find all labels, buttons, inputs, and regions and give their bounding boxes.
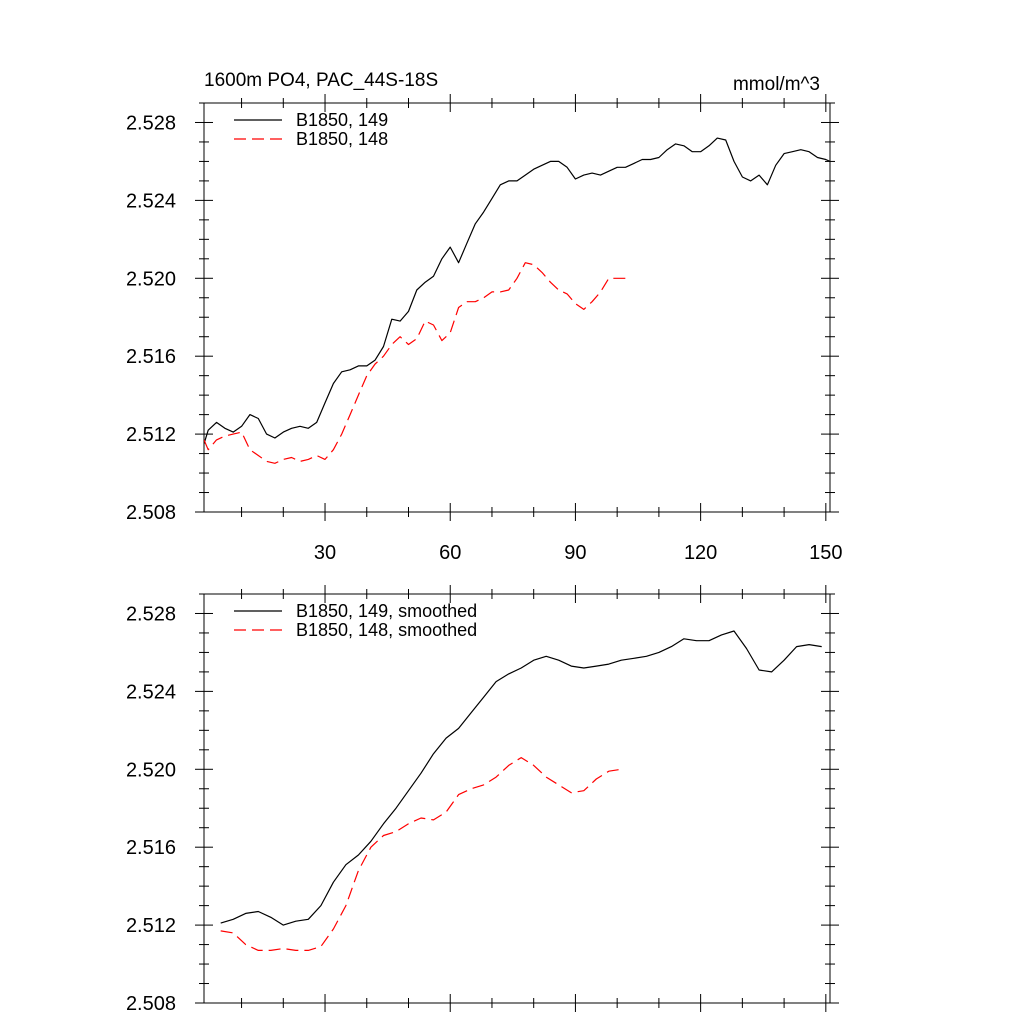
bottom-series-2-line [220,756,622,952]
bottom-y-tick-label: 2.508 [126,993,176,1015]
top-legend-label-1: B1850, 149 [296,110,388,130]
top-y-tick-label: 2.520 [126,268,176,290]
top-y-tick-label: 2.528 [126,112,176,134]
top-x-tick-label: 30 [314,542,336,564]
top-series-1-line [204,137,830,444]
chart-title-left: 1600m PO4, PAC_44S-18S [204,70,438,91]
bottom-y-tick-label: 2.520 [126,759,176,781]
bottom-y-tick-label: 2.524 [126,681,176,703]
top-y-tick-label: 2.524 [126,190,176,212]
chart-title-right: mmol/m^3 [733,74,820,95]
bottom-y-tick-label: 2.528 [126,603,176,625]
top-y-tick-label: 2.508 [126,502,176,524]
top-x-tick-label: 120 [684,542,717,564]
top-chart-panel: 30 60 90 120 150 2.508 2.512 2.516 2.520 2.524 2.5… [126,70,843,564]
bottom-series-1-line [220,630,822,926]
bottom-chart-panel: 2.508 2.512 2.516 2.520 2.524 2.528 B1850, 149… [126,585,839,1015]
top-series-2-line [204,262,626,464]
top-x-tick-label: 90 [564,542,586,564]
bottom-y-tick-label: 2.512 [126,915,176,937]
top-legend-label-2: B1850, 148 [296,129,388,149]
top-y-tick-label: 2.516 [126,346,176,368]
bottom-legend-label-2: B1850, 148, smoothed [296,620,477,640]
top-x-tick-label: 60 [439,542,461,564]
bottom-legend-label-1: B1850, 149, smoothed [296,601,477,621]
bottom-plot-frame [203,593,831,1004]
top-x-tick-label: 150 [809,542,842,564]
bottom-y-tick-label: 2.516 [126,837,176,859]
top-plot-frame [203,102,831,513]
top-y-tick-label: 2.512 [126,424,176,446]
